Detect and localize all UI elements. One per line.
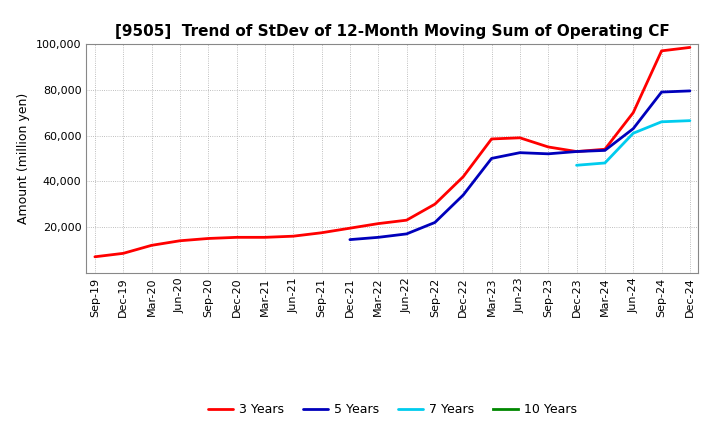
3 Years	[629, 110, 637, 115]
3 Years	[544, 144, 552, 150]
3 Years	[346, 226, 354, 231]
3 Years	[516, 135, 524, 140]
Y-axis label: Amount (million yen): Amount (million yen)	[17, 93, 30, 224]
5 Years	[516, 150, 524, 155]
Line: 5 Years: 5 Years	[350, 91, 690, 240]
3 Years	[487, 136, 496, 142]
3 Years	[176, 238, 184, 243]
5 Years	[600, 148, 609, 153]
3 Years	[204, 236, 212, 241]
5 Years	[629, 126, 637, 131]
3 Years	[289, 234, 297, 239]
5 Years	[572, 149, 581, 154]
5 Years	[402, 231, 411, 237]
7 Years	[600, 160, 609, 165]
Legend: 3 Years, 5 Years, 7 Years, 10 Years: 3 Years, 5 Years, 7 Years, 10 Years	[202, 398, 582, 421]
3 Years	[600, 147, 609, 152]
5 Years	[544, 151, 552, 157]
Line: 3 Years: 3 Years	[95, 48, 690, 257]
3 Years	[657, 48, 666, 54]
3 Years	[431, 202, 439, 207]
3 Years	[572, 149, 581, 154]
5 Years	[459, 192, 467, 198]
3 Years	[685, 45, 694, 50]
3 Years	[318, 230, 326, 235]
3 Years	[91, 254, 99, 260]
Title: [9505]  Trend of StDev of 12-Month Moving Sum of Operating CF: [9505] Trend of StDev of 12-Month Moving…	[115, 24, 670, 39]
5 Years	[487, 156, 496, 161]
3 Years	[459, 174, 467, 180]
3 Years	[261, 235, 269, 240]
3 Years	[374, 221, 382, 226]
7 Years	[657, 119, 666, 125]
3 Years	[119, 251, 127, 256]
5 Years	[657, 89, 666, 95]
3 Years	[402, 217, 411, 223]
Line: 7 Years: 7 Years	[577, 121, 690, 165]
3 Years	[233, 235, 241, 240]
7 Years	[629, 131, 637, 136]
5 Years	[431, 220, 439, 225]
5 Years	[346, 237, 354, 242]
5 Years	[685, 88, 694, 94]
5 Years	[374, 235, 382, 240]
7 Years	[685, 118, 694, 123]
3 Years	[148, 243, 156, 248]
7 Years	[572, 163, 581, 168]
